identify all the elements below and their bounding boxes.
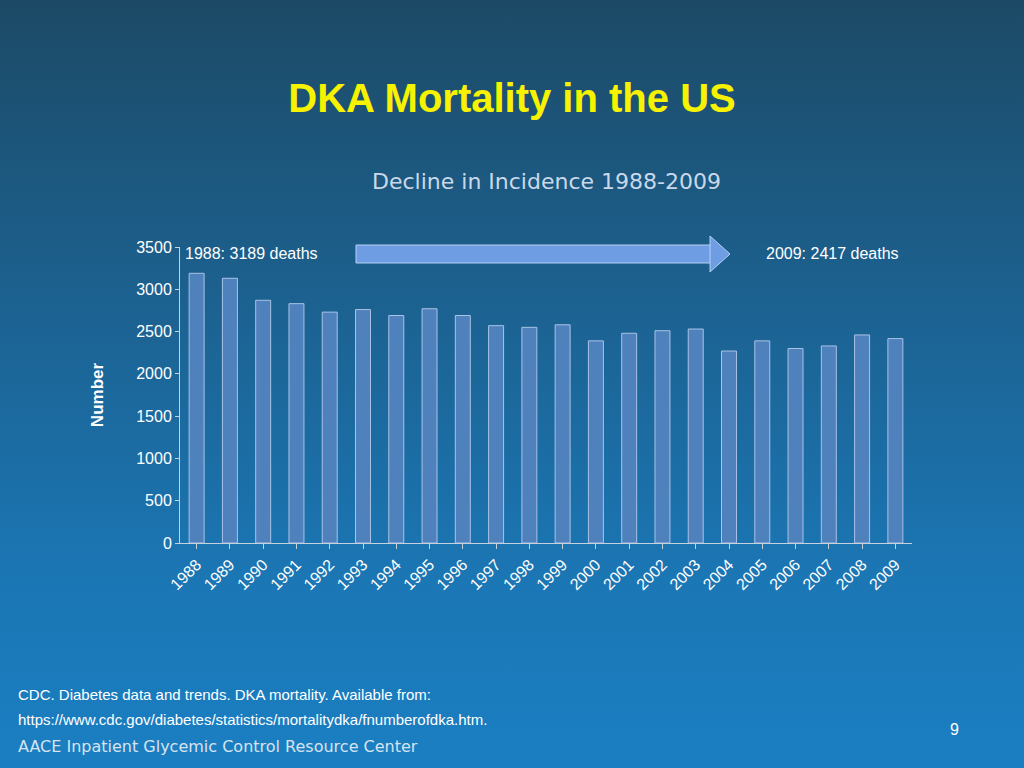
svg-text:2003: 2003: [666, 556, 703, 593]
html-text:9: 9: [950, 721, 959, 738]
svg-text:2007: 2007: [799, 556, 836, 593]
html-text:https://www.cdc.gov/diabetes/s: https://www.cdc.gov/diabetes/statistics/…: [18, 711, 488, 728]
svg-text:2009: 2417 deaths: 2009: 2417 deaths: [766, 245, 899, 262]
svg-text:Number: Number: [88, 363, 107, 428]
html-text:AACE Inpatient Glycemic Contro: AACE Inpatient Glycemic Control Resource…: [18, 737, 418, 756]
svg-text:1989: 1989: [200, 556, 237, 593]
svg-text:1992: 1992: [300, 556, 337, 593]
svg-text:3000: 3000: [136, 281, 172, 298]
svg-text:2006: 2006: [766, 556, 803, 593]
svg-text:1994: 1994: [367, 556, 404, 593]
svg-text:1999: 1999: [533, 556, 570, 593]
svg-text:2000: 2000: [136, 365, 172, 382]
svg-text:1996: 1996: [433, 556, 470, 593]
svg-text:2009: 2009: [866, 556, 903, 593]
svg-text:1993: 1993: [334, 556, 371, 593]
svg-text:2500: 2500: [136, 323, 172, 340]
svg-text:DKA Mortality in the US: DKA Mortality in the US: [288, 76, 735, 120]
svg-text:1500: 1500: [136, 408, 172, 425]
svg-text:0: 0: [163, 535, 172, 552]
svg-text:3500: 3500: [136, 239, 172, 256]
svg-text:1988: 1988: [167, 556, 204, 593]
svg-text:1998: 1998: [500, 556, 537, 593]
svg-text:2000: 2000: [566, 556, 603, 593]
svg-text:2001: 2001: [600, 556, 637, 593]
svg-text:Decline in Incidence 1988-2009: Decline in Incidence 1988-2009: [372, 169, 721, 194]
svg-text:2004: 2004: [700, 556, 737, 593]
svg-text:1988: 3189 deaths: 1988: 3189 deaths: [185, 245, 318, 262]
svg-text:1000: 1000: [136, 450, 172, 467]
svg-text:1997: 1997: [467, 556, 504, 593]
svg-text:500: 500: [145, 492, 172, 509]
svg-text:1990: 1990: [234, 556, 271, 593]
html-text:CDC. Diabetes data and trends.: CDC. Diabetes data and trends. DKA morta…: [18, 686, 431, 703]
svg-text:1991: 1991: [267, 556, 304, 593]
svg-text:2005: 2005: [733, 556, 770, 593]
svg-text:1995: 1995: [400, 556, 437, 593]
svg-text:2008: 2008: [833, 556, 870, 593]
svg-text:2002: 2002: [633, 556, 670, 593]
